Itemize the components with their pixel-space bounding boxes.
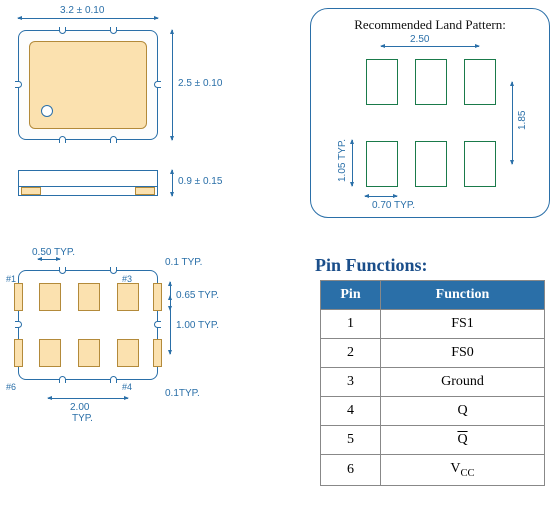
- pin-cell: 4: [321, 397, 381, 426]
- dim-col-pitch-suf: TYP.: [72, 413, 93, 424]
- dim-line-thickness: [172, 170, 173, 196]
- pin-label-4: #4: [122, 382, 132, 392]
- lp-dim-padh: 1.05 TYP.: [337, 139, 348, 182]
- func-cell: FS0: [381, 339, 545, 368]
- package-bottom-view: [18, 270, 158, 380]
- table-row: 6VCC: [321, 455, 545, 486]
- pin-functions-table: Pin Function 1FS12FS03Ground4Q5Q6VCC: [320, 280, 545, 486]
- pin-label-6: #6: [6, 382, 16, 392]
- table-title: Pin Functions:: [315, 255, 428, 276]
- pin-cell: 5: [321, 426, 381, 455]
- package-top-view: [18, 30, 158, 140]
- dim-edge-pad2: 0.1TYP.: [165, 388, 200, 399]
- package-side-view: [18, 170, 158, 196]
- dim-width: 3.2 ± 0.10: [60, 5, 104, 16]
- dim-pad-height: 0.65 TYP.: [176, 290, 219, 301]
- dim-col-pitch: 2.00: [70, 402, 89, 413]
- pin-cell: 3: [321, 368, 381, 397]
- lp-dim-padw: 0.70 TYP.: [372, 200, 415, 211]
- func-cell: Ground: [381, 368, 545, 397]
- land-pattern-box: Recommended Land Pattern:: [310, 8, 550, 218]
- func-cell: FS1: [381, 310, 545, 339]
- lp-dim-col: 2.50: [410, 34, 429, 45]
- table-row: 1FS1: [321, 310, 545, 339]
- dim-row-pitch: 1.00 TYP.: [176, 320, 219, 331]
- land-pattern-title: Recommended Land Pattern:: [311, 17, 549, 33]
- dim-pad-width: 0.50 TYP.: [32, 247, 75, 258]
- dim-edge-pad: 0.1 TYP.: [165, 257, 202, 268]
- pin-cell: 6: [321, 455, 381, 486]
- func-cell: Q: [381, 426, 545, 455]
- table-row: 3Ground: [321, 368, 545, 397]
- dim-line-height: [172, 30, 173, 140]
- table-row: 2FS0: [321, 339, 545, 368]
- pin1-marker: [41, 105, 53, 117]
- pin-cell: 2: [321, 339, 381, 368]
- table-row: 4Q: [321, 397, 545, 426]
- table-header-func: Function: [381, 281, 545, 310]
- pin-label-1: #1: [6, 274, 16, 284]
- pin-label-3: #3: [122, 274, 132, 284]
- table-row: 5Q: [321, 426, 545, 455]
- dim-height: 2.5 ± 0.10: [178, 78, 222, 89]
- func-cell: VCC: [381, 455, 545, 486]
- pin-cell: 1: [321, 310, 381, 339]
- dim-thickness: 0.9 ± 0.15: [178, 176, 222, 187]
- func-cell: Q: [381, 397, 545, 426]
- dim-line-width: [18, 18, 158, 19]
- table-header-pin: Pin: [321, 281, 381, 310]
- lp-dim-row: 1.85: [517, 111, 528, 130]
